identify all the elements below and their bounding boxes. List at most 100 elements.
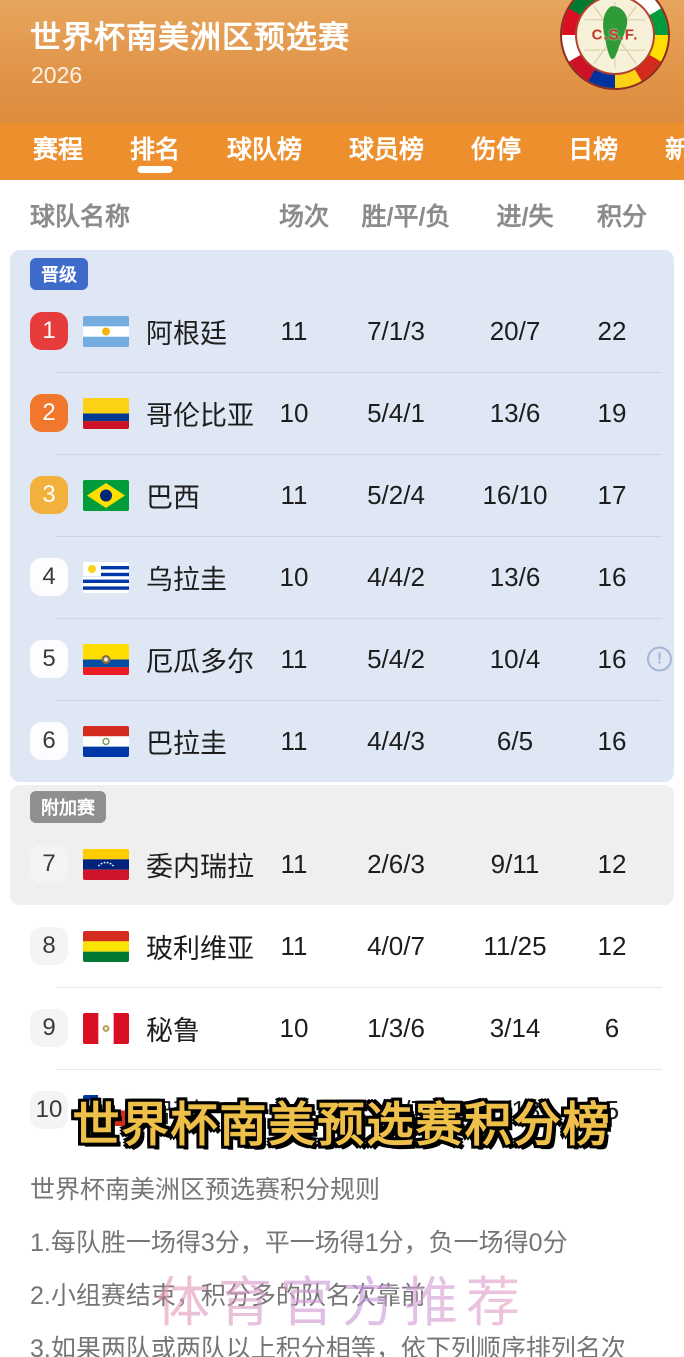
wdl-value: 5/4/2 xyxy=(367,643,425,674)
watermark-text: 体育官方推荐 xyxy=(156,1258,528,1337)
wdl-value: 1/3/6 xyxy=(367,1012,425,1043)
table-row[interactable]: 7 委内瑞拉 11 2/6/3 9/11 12 xyxy=(10,823,674,905)
wdl-value: 4/4/3 xyxy=(367,725,425,756)
rules-section: 世界杯南美洲区预选赛积分规则 1.每队胜一场得3分，平一场得1分，负一场得0分 … xyxy=(0,1151,684,1357)
wdl-value: 7/1/3 xyxy=(367,315,425,346)
rank-badge: 1 xyxy=(30,312,68,350)
info-alert-icon[interactable]: ! xyxy=(647,646,672,672)
points-value: 12 xyxy=(597,848,627,879)
rule-item-1: 1.每队胜一场得3分，平一场得1分，负一场得0分 xyxy=(30,1229,568,1257)
table-row[interactable]: 1 阿根廷 11 7/1/3 20/7 22 xyxy=(10,290,674,372)
points-value: 16 xyxy=(597,725,627,756)
team-name: 智利 xyxy=(146,1097,200,1128)
table-row[interactable]: 6 巴拉圭 11 4/4/3 6/5 16 xyxy=(10,700,674,782)
table-row[interactable]: 4 乌拉圭 10 4/4/2 13/6 16 xyxy=(10,536,674,618)
table-row[interactable]: 3 巴西 11 5/2/4 16/10 17 xyxy=(10,454,674,536)
points-value: 19 xyxy=(597,397,627,428)
tab-daily[interactable]: 日榜 xyxy=(568,136,619,164)
tab-news[interactable]: 新闻 xyxy=(665,136,684,164)
promotion-badge: 晋级 xyxy=(30,258,88,290)
points-value: 16! xyxy=(570,644,672,675)
wdl-value: 1/2/7 xyxy=(367,1094,425,1125)
wdl-value: 5/2/4 xyxy=(367,479,425,510)
uruguay-flag-icon xyxy=(83,561,129,593)
promotion-section: 晋级 1 阿根廷 11 7/1/3 20/7 22 2 哥伦比亚 10 5/4/… xyxy=(10,250,674,782)
col-played: 场次 xyxy=(278,203,329,231)
goals-value: 9/11 xyxy=(490,848,540,879)
played-value: 10 xyxy=(279,1094,309,1125)
playoff-badge: 附加赛 xyxy=(30,791,106,823)
conmebol-logo-icon: C.S.F. xyxy=(562,0,668,88)
goals-value: 20/7 xyxy=(489,315,541,346)
col-points: 积分 xyxy=(596,203,647,231)
played-value: 11 xyxy=(280,725,308,756)
paraguay-flag-icon xyxy=(83,725,129,757)
team-name: 阿根廷 xyxy=(146,318,227,349)
eliminated-section: 8 玻利维亚 11 4/0/7 11/25 12 9 秘鲁 10 1/3/6 3… xyxy=(10,905,674,1151)
logo-csf-text: C.S.F. xyxy=(591,26,639,44)
team-name: 厄瓜多尔 xyxy=(146,646,254,677)
wdl-value: 2/6/3 xyxy=(367,848,425,879)
bolivia-flag-icon xyxy=(83,930,129,962)
points-value: 6 xyxy=(604,1012,620,1043)
playoff-section: 附加赛 7 委内瑞拉 11 2/6/3 9/11 12 xyxy=(10,785,674,905)
team-name: 委内瑞拉 xyxy=(146,851,254,882)
venezuela-flag-icon xyxy=(83,848,129,880)
goals-value: 11/25 xyxy=(483,930,547,961)
rank-badge: 8 xyxy=(30,927,68,965)
peru-flag-icon xyxy=(83,1012,129,1044)
goals-value: 16/10 xyxy=(482,479,548,510)
points-value: 16 xyxy=(597,561,627,592)
rules-title: 世界杯南美洲区预选赛积分规则 xyxy=(30,1176,381,1204)
brazil-flag-icon xyxy=(83,479,129,511)
played-value: 11 xyxy=(280,848,308,879)
page-title: 世界杯南美洲区预选赛 xyxy=(30,20,350,55)
goals-value: 6/5 xyxy=(496,725,534,756)
team-name: 秘鲁 xyxy=(146,1015,200,1046)
rank-badge: 4 xyxy=(30,558,68,596)
page-header: 世界杯南美洲区预选赛 2026 C.S.F. xyxy=(0,0,684,123)
tab-injuries[interactable]: 伤停 xyxy=(471,136,522,164)
rank-badge: 2 xyxy=(30,394,68,432)
tab-schedule[interactable]: 赛程 xyxy=(33,136,84,164)
goals-value: 10/4 xyxy=(489,643,541,674)
rank-badge: 9 xyxy=(30,1009,68,1047)
col-goals: 进/失 xyxy=(496,203,554,231)
table-row[interactable]: 5 厄瓜多尔 11 5/4/2 10/4 16! xyxy=(10,618,674,700)
played-value: 10 xyxy=(279,397,309,428)
rank-badge: 3 xyxy=(30,476,68,514)
table-row[interactable]: 10 智利 10 1/2/7 5/18 5 xyxy=(10,1069,674,1151)
played-value: 11 xyxy=(280,930,308,961)
col-team-name: 球队名称 xyxy=(30,203,131,231)
tab-team-stats[interactable]: 球队榜 xyxy=(227,136,303,164)
colombia-flag-icon xyxy=(83,397,129,429)
team-name: 哥伦比亚 xyxy=(146,400,254,431)
table-row[interactable]: 9 秘鲁 10 1/3/6 3/14 6 xyxy=(10,987,674,1069)
played-value: 11 xyxy=(280,479,308,510)
tab-ranking[interactable]: 排名 xyxy=(130,123,180,180)
wdl-value: 5/4/1 xyxy=(367,397,425,428)
rank-badge: 6 xyxy=(30,722,68,760)
table-row[interactable]: 2 哥伦比亚 10 5/4/1 13/6 19 xyxy=(10,372,674,454)
table-header-row: 球队名称 场次 胜/平/负 进/失 积分 xyxy=(0,180,684,250)
played-value: 11 xyxy=(280,315,308,346)
points-value: 5 xyxy=(604,1094,620,1125)
wdl-value: 4/0/7 xyxy=(367,930,425,961)
points-value: 12 xyxy=(597,930,627,961)
table-row[interactable]: 8 玻利维亚 11 4/0/7 11/25 12 xyxy=(10,905,674,987)
rank-badge: 5 xyxy=(30,640,68,678)
wdl-value: 4/4/2 xyxy=(367,561,425,592)
played-value: 10 xyxy=(279,1012,309,1043)
team-name: 巴拉圭 xyxy=(146,728,227,759)
overlay-headline: 世界杯南美预选赛积分榜 xyxy=(72,1098,612,1151)
rule-item-3: 3.如果两队或两队以上积分相等，依下列顺序排列名次（同分情况下有一条排名规则写一… xyxy=(30,1335,626,1357)
points-value: 22 xyxy=(597,315,627,346)
rank-badge: 10 xyxy=(30,1091,68,1129)
conmebol-logo-inner: C.S.F. xyxy=(577,0,653,73)
tab-player-stats[interactable]: 球员榜 xyxy=(349,136,425,164)
season-label: 2026 xyxy=(31,62,83,88)
team-name: 巴西 xyxy=(146,482,200,513)
goals-value: 13/6 xyxy=(489,397,541,428)
goals-value: 13/6 xyxy=(489,561,541,592)
south-america-shape xyxy=(584,1,646,69)
